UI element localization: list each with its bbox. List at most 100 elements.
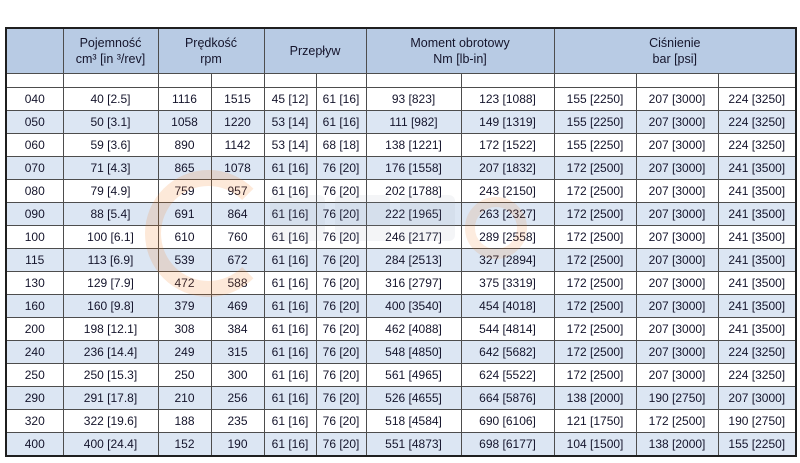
flow2-cell: 61 [16] bbox=[315, 110, 367, 134]
speed1-cell: 379 bbox=[157, 294, 212, 318]
flow1-cell: 61 [16] bbox=[263, 432, 317, 457]
flow1-cell: 45 [12] bbox=[263, 87, 317, 111]
header-speed-line2: rpm bbox=[200, 52, 222, 66]
press1-cell: 121 [1750] bbox=[553, 409, 637, 433]
torque2-cell: 664 [5876] bbox=[460, 386, 555, 410]
press2-cell: 172 [2500] bbox=[635, 409, 719, 433]
flow2-cell: 76 [20] bbox=[315, 409, 367, 433]
press2-cell: 207 [3000] bbox=[635, 340, 719, 364]
press2-cell: 207 [3000] bbox=[635, 294, 719, 318]
capacity-cell: 113 [6.9] bbox=[62, 248, 159, 272]
capacity-cell: 129 [7.9] bbox=[62, 271, 159, 295]
capacity-cell: 198 [12.1] bbox=[62, 317, 159, 341]
torque2-cell: 289 [2558] bbox=[460, 225, 555, 249]
torque2-cell: 698 [6177] bbox=[460, 432, 555, 457]
header-flow: Przepływ bbox=[263, 27, 367, 74]
press1-cell: 155 [2250] bbox=[553, 87, 637, 111]
model-cell: 250 bbox=[5, 363, 64, 387]
header-torque-line1: Moment obrotowy bbox=[410, 35, 510, 50]
flow1-cell: 53 [14] bbox=[263, 110, 317, 134]
speed1-cell: 759 bbox=[157, 179, 212, 203]
torque2-cell: 375 [3319] bbox=[460, 271, 555, 295]
header-torque: Moment obrotowy Nm [lb-in] bbox=[365, 27, 555, 74]
press1-cell: 104 [1500] bbox=[553, 432, 637, 457]
capacity-cell: 79 [4.9] bbox=[62, 179, 159, 203]
press1-cell: 172 [2500] bbox=[553, 317, 637, 341]
capacity-cell: 50 [3.1] bbox=[62, 110, 159, 134]
capacity-cell: 160 [9.8] bbox=[62, 294, 159, 318]
press3-cell: 190 [2750] bbox=[717, 409, 797, 433]
press3-cell: 241 [3500] bbox=[717, 225, 797, 249]
table-row: 160 160 [9.8] 379 469 61 [16] 76 [20] 400 [354… bbox=[5, 294, 797, 318]
model-cell: 400 bbox=[5, 432, 64, 457]
speed1-cell: 691 bbox=[157, 202, 212, 226]
flow2-cell: 61 [16] bbox=[315, 87, 367, 111]
speed2-cell: 1220 bbox=[210, 110, 265, 134]
table-row: 250 250 [15.3] 250 300 61 [16] 76 [20] 561 [49… bbox=[5, 363, 797, 387]
model-cell: 090 bbox=[5, 202, 64, 226]
flow2-cell: 76 [20] bbox=[315, 363, 367, 387]
capacity-cell: 400 [24.4] bbox=[62, 432, 159, 457]
press1-cell: 172 [2500] bbox=[553, 271, 637, 295]
press1-cell: 172 [2500] bbox=[553, 363, 637, 387]
press2-cell: 207 [3000] bbox=[635, 271, 719, 295]
capacity-cell: 71 [4.3] bbox=[62, 156, 159, 180]
torque2-cell: 454 [4018] bbox=[460, 294, 555, 318]
torque1-cell: 222 [1965] bbox=[365, 202, 462, 226]
header-torque-line2: Nm [lb-in] bbox=[433, 52, 487, 66]
table-row: 240 236 [14.4] 249 315 61 [16] 76 [20] 548 [48… bbox=[5, 340, 797, 364]
torque2-cell: 149 [1319] bbox=[460, 110, 555, 134]
header-speed-line1: Prędkość bbox=[184, 35, 238, 50]
press1-cell: 172 [2500] bbox=[553, 202, 637, 226]
speed1-cell: 152 bbox=[157, 432, 212, 457]
spec-table: Pojemność cm³ [in ³/rev] Prędkość rpm Pr… bbox=[5, 27, 798, 457]
press2-cell: 207 [3000] bbox=[635, 363, 719, 387]
press1-cell: 172 [2500] bbox=[553, 340, 637, 364]
table-row: 060 59 [3.6] 890 1142 53 [14] 68 [18] 138 [122… bbox=[5, 133, 797, 157]
model-cell: 130 bbox=[5, 271, 64, 295]
press3-cell: 224 [3250] bbox=[717, 363, 797, 387]
flow2-cell: 76 [20] bbox=[315, 294, 367, 318]
speed1-cell: 890 bbox=[157, 133, 212, 157]
torque1-cell: 93 [823] bbox=[365, 87, 462, 111]
press3-cell: 241 [3500] bbox=[717, 179, 797, 203]
flow1-cell: 53 [14] bbox=[263, 133, 317, 157]
flow2-cell: 76 [20] bbox=[315, 179, 367, 203]
torque1-cell: 138 [1221] bbox=[365, 133, 462, 157]
speed2-cell: 1515 bbox=[210, 87, 265, 111]
press2-cell: 207 [3000] bbox=[635, 110, 719, 134]
header-speed: Prędkość rpm bbox=[157, 27, 265, 74]
flow1-cell: 61 [16] bbox=[263, 386, 317, 410]
press2-cell: 207 [3000] bbox=[635, 156, 719, 180]
press1-cell: 155 [2250] bbox=[553, 110, 637, 134]
flow1-cell: 61 [16] bbox=[263, 363, 317, 387]
table-row: 070 71 [4.3] 865 1078 61 [16] 76 [20] 176 [155… bbox=[5, 156, 797, 180]
speed2-cell: 256 bbox=[210, 386, 265, 410]
speed1-cell: 1116 bbox=[157, 87, 212, 111]
table-row: 080 79 [4.9] 759 957 61 [16] 76 [20] 202 [1788… bbox=[5, 179, 797, 203]
header-flow-label: Przepływ bbox=[289, 43, 341, 58]
torque1-cell: 561 [4965] bbox=[365, 363, 462, 387]
table-row: 320 322 [19.6] 188 235 61 [16] 76 [20] 518 [45… bbox=[5, 409, 797, 433]
torque2-cell: 624 [5522] bbox=[460, 363, 555, 387]
press3-cell: 155 [2250] bbox=[717, 432, 797, 457]
table-row: 050 50 [3.1] 1058 1220 53 [14] 61 [16] 111 [98… bbox=[5, 110, 797, 134]
press3-cell: 241 [3500] bbox=[717, 317, 797, 341]
press2-cell: 207 [3000] bbox=[635, 202, 719, 226]
flow1-cell: 61 [16] bbox=[263, 271, 317, 295]
torque1-cell: 176 [1558] bbox=[365, 156, 462, 180]
speed2-cell: 864 bbox=[210, 202, 265, 226]
press1-cell: 172 [2500] bbox=[553, 294, 637, 318]
press2-cell: 207 [3000] bbox=[635, 225, 719, 249]
capacity-cell: 40 [2.5] bbox=[62, 87, 159, 111]
header-capacity-line2: cm³ [in ³/rev] bbox=[75, 52, 146, 66]
model-cell: 100 bbox=[5, 225, 64, 249]
press1-cell: 172 [2500] bbox=[553, 225, 637, 249]
flow2-cell: 76 [20] bbox=[315, 317, 367, 341]
header-model bbox=[5, 27, 64, 74]
flow1-cell: 61 [16] bbox=[263, 179, 317, 203]
speed1-cell: 472 bbox=[157, 271, 212, 295]
press3-cell: 241 [3500] bbox=[717, 156, 797, 180]
speed2-cell: 1142 bbox=[210, 133, 265, 157]
torque2-cell: 172 [1522] bbox=[460, 133, 555, 157]
